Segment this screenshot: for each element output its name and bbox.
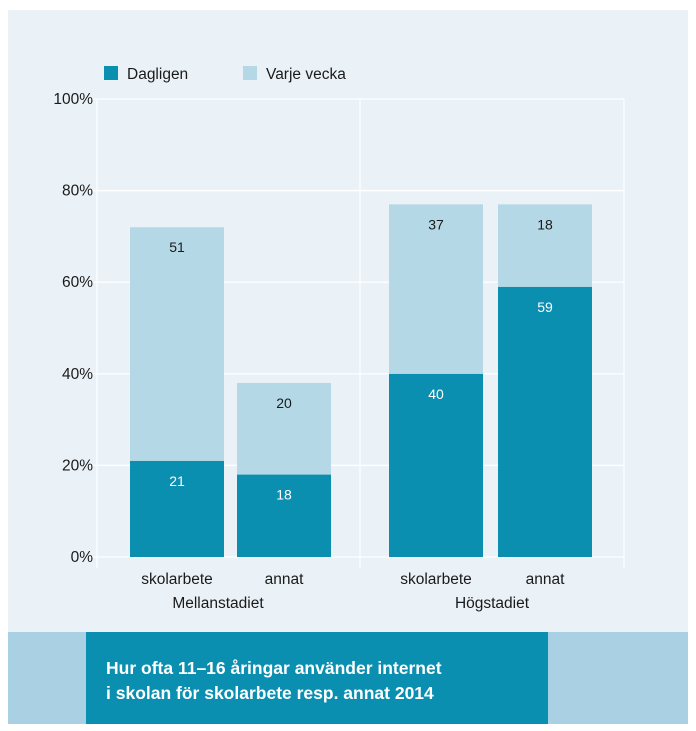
bar-varje-vecka bbox=[389, 204, 483, 374]
bar-varje-vecka bbox=[237, 382, 331, 475]
category-label: annat bbox=[526, 571, 565, 588]
y-tick-label: 60% bbox=[62, 274, 93, 291]
data-label: 20 bbox=[276, 395, 292, 411]
bar-varje-vecka bbox=[498, 204, 592, 287]
y-tick-label: 80% bbox=[62, 183, 93, 200]
bar-dagligen bbox=[498, 286, 592, 557]
bar-dagligen bbox=[237, 474, 331, 557]
data-label: 18 bbox=[537, 216, 553, 232]
y-tick-label: 20% bbox=[62, 457, 93, 474]
y-tick-label: 100% bbox=[53, 91, 93, 108]
data-label: 37 bbox=[428, 216, 444, 232]
legend-label: Varje vecka bbox=[266, 66, 346, 83]
legend-label: Dagligen bbox=[127, 66, 188, 83]
bar-dagligen bbox=[130, 460, 224, 557]
y-tick-label: 0% bbox=[71, 549, 94, 566]
y-tick-label: 40% bbox=[62, 366, 93, 383]
category-label: annat bbox=[265, 571, 304, 588]
group-label: Högstadiet bbox=[455, 595, 530, 612]
data-label: 40 bbox=[428, 386, 444, 402]
data-label: 59 bbox=[537, 299, 553, 315]
data-label: 51 bbox=[169, 239, 185, 255]
category-label: skolarbete bbox=[141, 571, 213, 588]
bar-dagligen bbox=[389, 373, 483, 557]
legend-swatch bbox=[243, 66, 257, 80]
group-label: Mellanstadiet bbox=[172, 595, 264, 612]
bar-varje-vecka bbox=[130, 227, 224, 461]
legend-swatch bbox=[104, 66, 118, 80]
chart-caption: Hur ofta 11–16 åringar använder internet… bbox=[86, 632, 548, 724]
data-label: 21 bbox=[169, 473, 185, 489]
category-label: skolarbete bbox=[400, 571, 472, 588]
caption-line-2: i skolan för skolarbete resp. annat 2014 bbox=[106, 683, 434, 703]
caption-line-1: Hur ofta 11–16 åringar använder internet bbox=[106, 658, 442, 678]
data-label: 18 bbox=[276, 487, 292, 503]
